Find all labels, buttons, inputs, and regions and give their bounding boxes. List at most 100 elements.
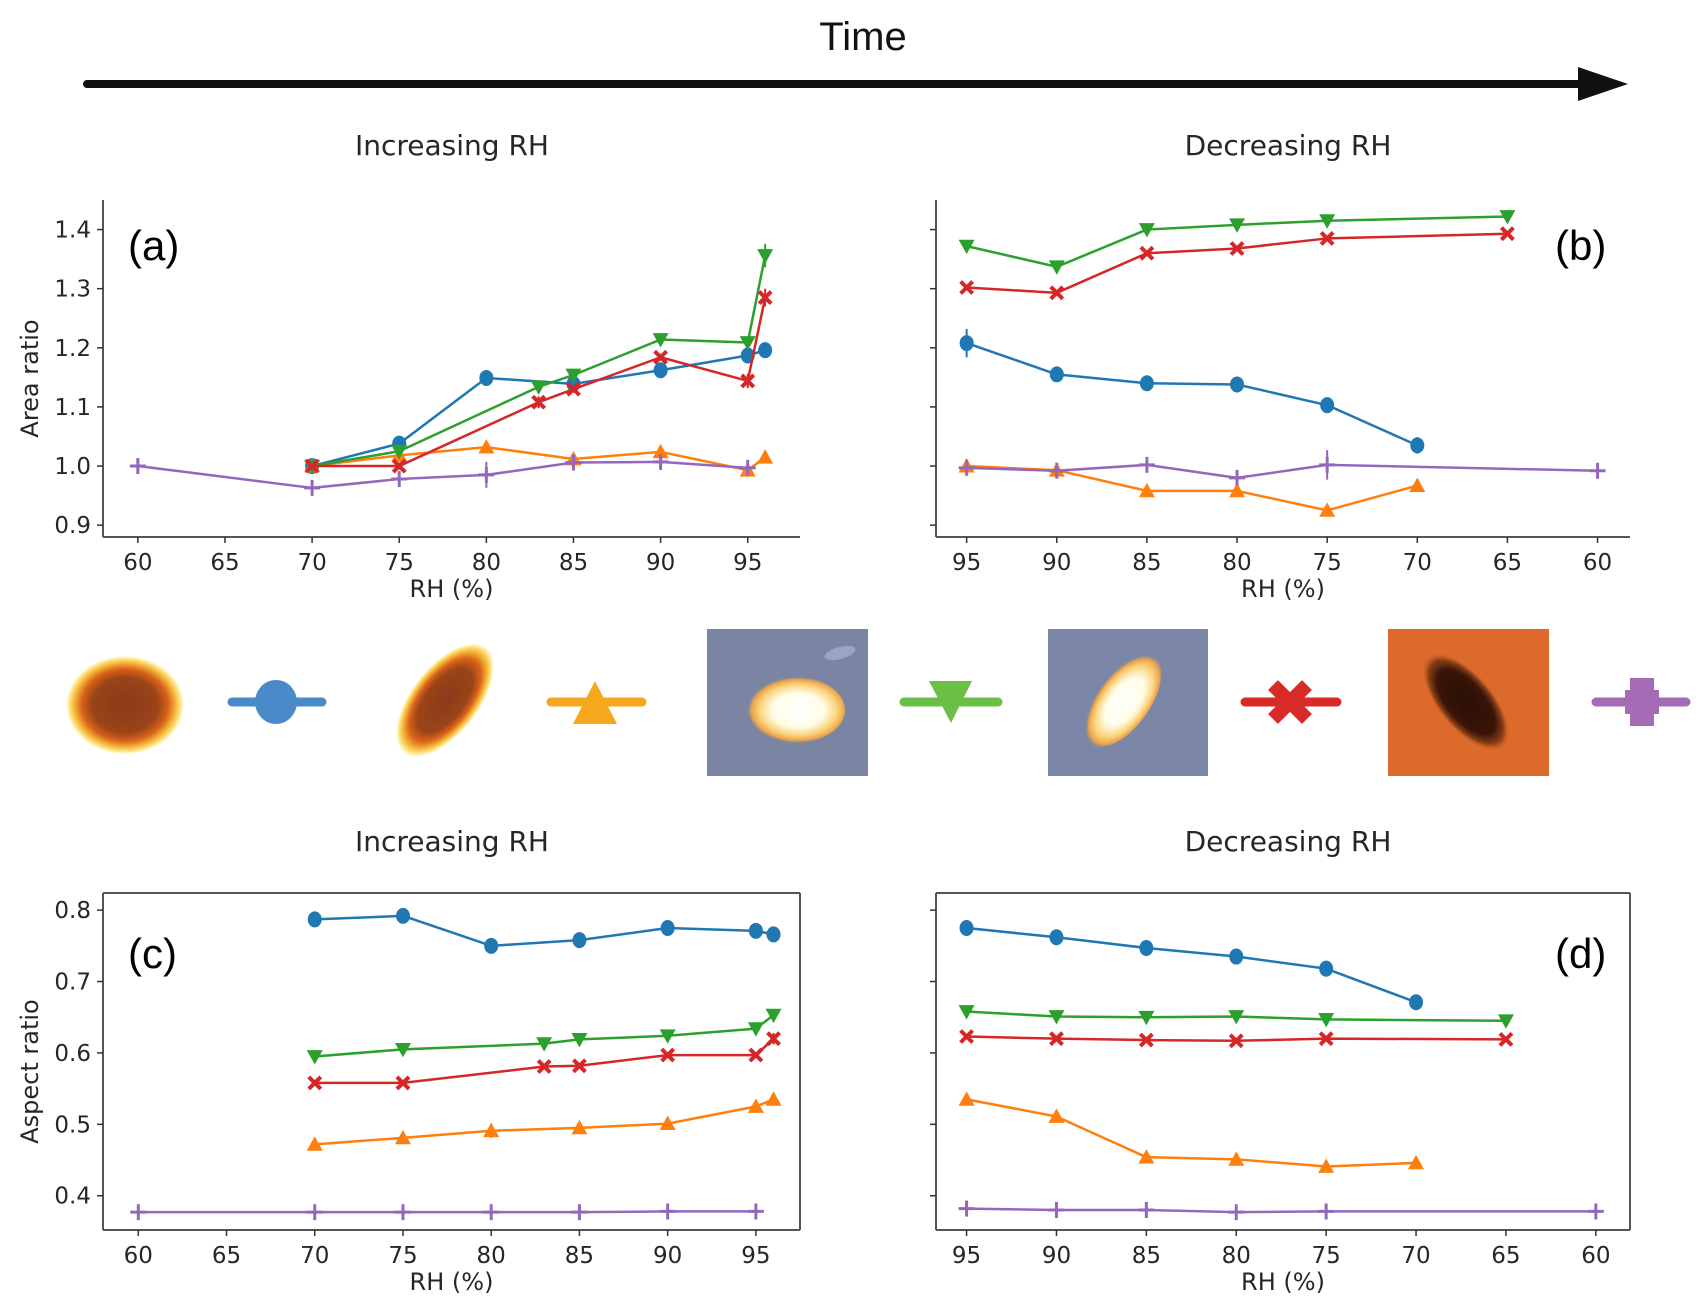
data-point (536, 1059, 552, 1074)
data-point (572, 1058, 587, 1074)
x-tick-label: 90 (1042, 1243, 1071, 1269)
data-point (306, 1050, 323, 1065)
x-tick-label: 80 (472, 550, 501, 576)
x-tick-label: 65 (1493, 550, 1522, 576)
data-point (660, 919, 675, 936)
x-tick-label: 60 (1581, 1243, 1610, 1269)
data-point (1228, 1010, 1245, 1025)
data-point (530, 380, 547, 395)
legend-marker-orange-triangle (546, 681, 647, 724)
series-line (966, 232, 1508, 295)
series-red-x (307, 1031, 781, 1091)
data-point (1229, 218, 1246, 233)
data-point (1498, 1031, 1514, 1047)
y-tick-label: 0.8 (54, 898, 91, 924)
series-line (966, 464, 1418, 512)
data-point (1318, 1203, 1335, 1220)
y-tick-label: 1.4 (54, 218, 91, 244)
data-point (652, 333, 669, 348)
data-point (1318, 1158, 1335, 1173)
data-point (659, 1203, 676, 1220)
x-tick-label: 80 (1222, 1243, 1251, 1269)
series-purple-plus (958, 1200, 1604, 1221)
x-tick-label: 65 (210, 550, 239, 576)
data-point (758, 342, 773, 359)
data-point (748, 922, 763, 939)
chart-panel-b: Decreasing RH 95 90 85 80 75 70 65 60 RH (%) (b) (930, 129, 1630, 603)
data-point (1410, 437, 1425, 454)
data-point (1228, 1033, 1244, 1049)
series-line (966, 341, 1418, 447)
data-point (1138, 1010, 1155, 1026)
x-tick-label: 90 (646, 550, 675, 576)
data-point (394, 1042, 411, 1058)
data-point (304, 479, 321, 496)
data-point (1138, 482, 1155, 498)
y-tick-label: 0.6 (54, 1041, 91, 1067)
data-point (483, 1122, 500, 1138)
data-point (1048, 1010, 1065, 1025)
data-point (1048, 260, 1065, 275)
data-point (1048, 462, 1065, 479)
data-point (1138, 1032, 1154, 1048)
x-tick-label: 60 (123, 550, 152, 576)
data-point (1409, 994, 1424, 1011)
data-point (391, 444, 408, 460)
data-point (1499, 210, 1516, 225)
data-point (306, 1136, 323, 1151)
panel-title: Decreasing RH (1185, 129, 1392, 162)
series-blue-circle (959, 328, 1425, 454)
x-tick-label: 60 (124, 1243, 153, 1269)
data-point (129, 458, 146, 475)
panel-title: Increasing RH (355, 129, 549, 162)
y-tick-label: 0.7 (54, 970, 91, 996)
x-tick-label: 95 (741, 1243, 770, 1269)
series-green-triangle-down (306, 1008, 782, 1065)
chart-panel-d: Decreasing RH 95 90 85 80 75 70 65 60 RH (%) (d) (930, 825, 1631, 1296)
data-point (565, 368, 582, 384)
y-tick-label: 1.0 (54, 454, 91, 480)
x-tick-label: 75 (388, 1243, 417, 1269)
data-point (478, 439, 495, 454)
series-line (966, 1098, 1417, 1168)
data-point (765, 1091, 782, 1106)
data-point (653, 349, 669, 365)
x-tick-label: 80 (1222, 550, 1251, 576)
x-axis-label: RH (%) (1241, 575, 1325, 603)
data-point (1320, 397, 1335, 414)
data-point (1138, 456, 1155, 473)
data-point (1049, 929, 1064, 946)
data-point (766, 926, 781, 943)
series-green-triangle-down (304, 243, 774, 475)
data-point (757, 449, 774, 464)
y-tick-label: 1.3 (54, 277, 91, 303)
data-point (653, 362, 668, 379)
data-point (571, 1119, 588, 1135)
data-point (757, 249, 774, 264)
series-green-triangle-down (958, 210, 1516, 275)
x-tick-label: 75 (385, 550, 414, 576)
data-point (1048, 1202, 1065, 1219)
x-tick-label: 85 (1132, 550, 1161, 576)
x-tick-label: 65 (1491, 1243, 1520, 1269)
series-orange-triangle-up (958, 458, 1426, 517)
data-point (739, 336, 756, 351)
data-point (747, 1203, 764, 1220)
data-point (483, 1204, 500, 1221)
data-point (130, 1204, 147, 1221)
data-point (1230, 376, 1245, 393)
data-point (1319, 231, 1335, 246)
data-point (1319, 214, 1336, 229)
x-tick-label: 80 (477, 1243, 506, 1269)
series-line (966, 463, 1598, 480)
data-point (484, 937, 499, 954)
series-purple-plus (958, 450, 1606, 486)
data-point (1229, 241, 1245, 256)
data-point (1138, 1202, 1155, 1219)
x-tick-label: 70 (300, 1243, 329, 1269)
data-point (395, 907, 410, 924)
data-point (1229, 948, 1244, 965)
data-point (571, 1032, 588, 1048)
data-point (478, 466, 495, 483)
